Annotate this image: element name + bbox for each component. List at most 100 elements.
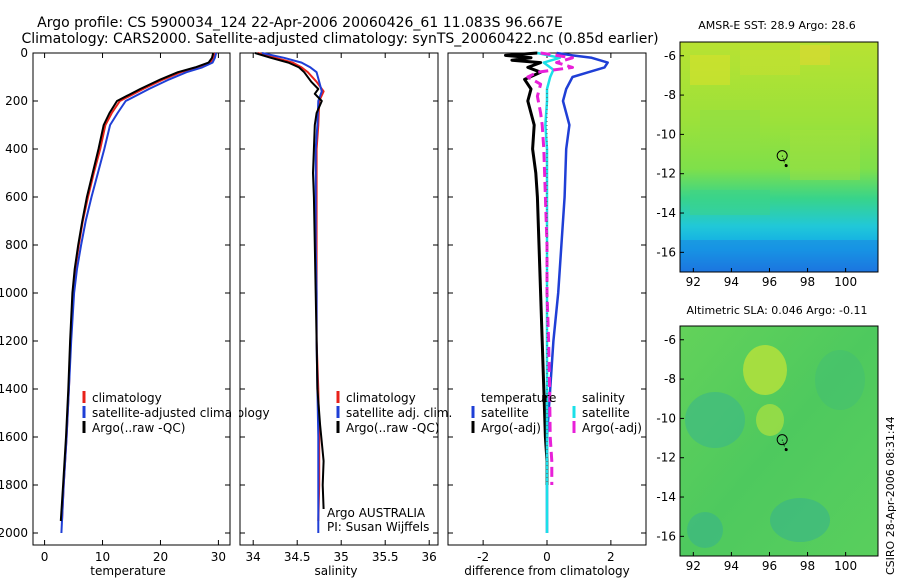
difference-axis-label: difference from climatology [464, 564, 630, 578]
y-tick-label: 600 [5, 190, 28, 204]
series-line-climatology [61, 52, 216, 522]
figure-title-line2: Climatology: CARS2000. Satellite-adjuste… [21, 31, 658, 47]
temperature-panel-frame [32, 52, 231, 546]
legend-label-temp-argo: Argo(-adj) [481, 421, 541, 435]
legend-label-climatology: climatology [346, 391, 416, 405]
argo-annotation-line2: PI: Susan Wijffels [327, 520, 429, 534]
map-y-tick-label: -12 [656, 167, 676, 181]
float-track-point [784, 448, 788, 452]
sla-high-patch [756, 404, 784, 436]
map-x-tick-label: 98 [800, 559, 815, 573]
difference-legend: temperature satellite Argo(-adj) salinit… [471, 391, 642, 435]
series-line-argo-raw-qc [59, 52, 215, 522]
sst-heatmap [680, 42, 878, 272]
x-tick-label: 35.5 [372, 550, 399, 564]
sst-patch [690, 190, 770, 215]
map-x-tick-label: 92 [686, 559, 701, 573]
map-x-tick-label: 94 [724, 275, 739, 289]
sst-warm-patch [800, 45, 830, 65]
x-tick-label: 35 [334, 550, 349, 564]
map-x-tick-label: 100 [834, 559, 857, 573]
map-y-tick-label: -10 [656, 411, 676, 425]
map-x-tick-label: 94 [724, 559, 739, 573]
float-track-point [784, 164, 788, 168]
map-y-tick-label: -8 [664, 372, 676, 386]
y-tick-label: 1600 [0, 430, 28, 444]
x-tick-label: 0 [543, 550, 551, 564]
legend-overflow-mask [231, 404, 239, 420]
profile-location-marker [776, 150, 788, 162]
legend-label-climatology: climatology [92, 391, 162, 405]
temperature-axis-label: temperature [90, 564, 165, 578]
map-y-tick-label: -14 [656, 490, 676, 504]
temperature-plot: 0 10 20 30 0 200 400 600 800 1000 1200 1400 1600 1800… [0, 46, 230, 564]
sst-map-title: AMSR-E SST: 28.9 Argo: 28.6 [698, 19, 856, 32]
legend-label-satellite-adj: satellite adj. clim. [346, 406, 452, 420]
sla-low-patch [685, 392, 745, 448]
sla-high-patch [743, 345, 787, 395]
salinity-panel-frame [239, 52, 439, 546]
map-y-tick-label: -6 [664, 333, 676, 347]
x-tick-label: 2 [607, 550, 615, 564]
y-tick-label: 200 [5, 94, 28, 108]
map-y-tick-label: -14 [656, 206, 676, 220]
map-x-tick-label: 96 [762, 275, 777, 289]
x-tick-label: 34 [246, 550, 261, 564]
map-x-tick-label: 92 [686, 275, 701, 289]
csiro-side-label: CSIRO 28-Apr-2006 08:31:44 [884, 416, 897, 575]
legend-label-argo: Argo(..raw -QC) [346, 421, 439, 435]
map-y-tick-label: -6 [664, 49, 676, 63]
x-tick-label: 34.5 [284, 550, 311, 564]
x-tick-label: 30 [211, 550, 226, 564]
y-tick-label: 1800 [0, 478, 28, 492]
salinity-axis-label: salinity [314, 564, 357, 578]
map-x-tick-label: 98 [800, 275, 815, 289]
sst-cold-band [680, 240, 878, 272]
sla-map-axes: 92 94 96 98 100 -6 -8 -10 -12 -14 -16 [656, 333, 857, 573]
y-tick-label: 2000 [0, 526, 28, 540]
temperature-legend: climatology satellite-adjusted climatolo… [82, 391, 270, 435]
series-line-temperature-satellite [545, 51, 609, 533]
map-x-tick-label: 96 [762, 559, 777, 573]
x-tick-label: 10 [95, 550, 110, 564]
map-y-tick-label: -12 [656, 451, 676, 465]
sla-map-title: Altimetric SLA: 0.046 Argo: -0.11 [687, 304, 868, 317]
legend-title-temperature: temperature [481, 391, 556, 405]
x-tick-label: 0 [41, 550, 49, 564]
argo-annotation-line1: Argo AUSTRALIA [327, 506, 426, 520]
legend-label-temp-satellite: satellite [481, 406, 529, 420]
series-line-temperature-argo-adj [504, 51, 549, 485]
map-y-tick-label: -8 [664, 88, 676, 102]
legend-label-sal-argo: Argo(-adj) [582, 421, 642, 435]
y-tick-label: 400 [5, 142, 28, 156]
y-tick-label: 800 [5, 238, 28, 252]
map-x-tick-label: 100 [834, 275, 857, 289]
legend-title-salinity: salinity [582, 391, 625, 405]
sla-low-patch [770, 498, 830, 542]
legend-label-sal-satellite: satellite [582, 406, 630, 420]
salinity-legend: climatology satellite adj. clim. Argo(..… [336, 391, 452, 435]
map-y-tick-label: -16 [656, 529, 676, 543]
sst-map-frame [679, 41, 879, 273]
y-tick-label: 1200 [0, 334, 28, 348]
y-tick-label: 0 [20, 46, 28, 60]
map-y-tick-label: -16 [656, 245, 676, 259]
sst-patch [790, 130, 860, 180]
sst-warm-patch [690, 55, 730, 85]
series-line-salinity-argo-adj [526, 51, 574, 485]
sst-warm-patch [740, 50, 800, 75]
sst-patch [700, 110, 760, 150]
sst-map-axes: 92 94 96 98 100 -6 -8 -10 -12 -14 -16 [656, 49, 857, 289]
y-tick-label: 1400 [0, 382, 28, 396]
salinity-plot: 34 34.5 35 35.5 36 [240, 52, 438, 564]
legend-label-satellite-adjusted: satellite-adjusted climatology [92, 406, 270, 420]
series-line-climatology [257, 52, 325, 522]
figure-title-line1: Argo profile: CS 5900034_124 22-Apr-2006… [37, 15, 563, 31]
x-tick-label: -2 [477, 550, 489, 564]
map-y-tick-label: -10 [656, 127, 676, 141]
series-line-satellite-adjusted-climatology [60, 52, 218, 534]
x-tick-label: 36 [422, 550, 437, 564]
sla-heatmap [680, 326, 878, 556]
x-tick-label: 20 [153, 550, 168, 564]
